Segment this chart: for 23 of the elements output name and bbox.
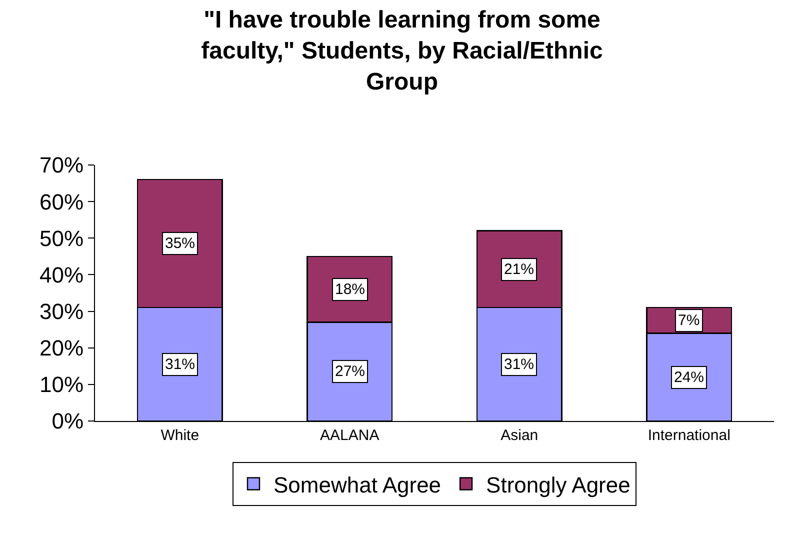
- y-tick-label: 10%: [40, 372, 84, 398]
- legend-label: Strongly Agree: [486, 472, 630, 498]
- y-tick-label: 30%: [40, 298, 84, 324]
- data-label: 18%: [335, 281, 366, 298]
- x-tick-label: AALANA: [320, 427, 380, 444]
- data-label: 7%: [678, 312, 700, 329]
- data-label: 31%: [165, 356, 196, 373]
- data-label: 27%: [335, 363, 366, 380]
- y-tick-label: 60%: [40, 189, 84, 214]
- legend-label: Somewhat Agree: [274, 472, 442, 498]
- x-tick-label: White: [160, 427, 200, 444]
- chart-title: "I have trouble learning from some faculty," Students, by Racial/Ethnic Group: [201, 6, 603, 96]
- y-tick-label: 40%: [40, 262, 84, 288]
- y-tick-label: 20%: [40, 336, 84, 361]
- x-tick-label: International: [648, 427, 730, 444]
- data-label: 35%: [165, 235, 196, 252]
- y-tick-label: 50%: [40, 226, 84, 251]
- x-tick-label: Asian: [500, 427, 538, 444]
- data-label: 24%: [674, 369, 704, 386]
- y-tick-label: 70%: [40, 152, 84, 178]
- y-tick-label: 0%: [52, 408, 84, 434]
- data-label: 31%: [504, 356, 534, 373]
- data-label: 21%: [504, 261, 534, 278]
